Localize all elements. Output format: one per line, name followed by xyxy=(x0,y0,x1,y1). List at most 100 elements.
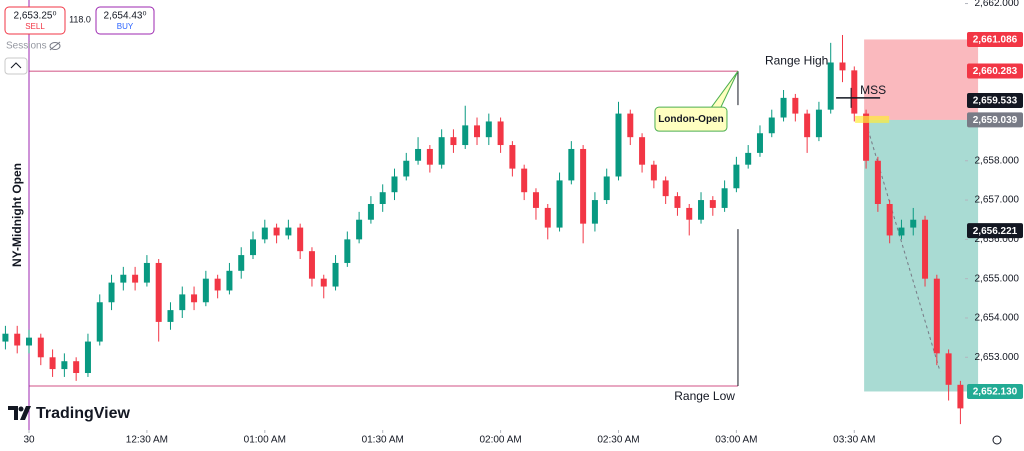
x-tick-label: 02:00 AM xyxy=(479,435,521,446)
candle-body xyxy=(698,200,705,220)
candle-body xyxy=(721,188,728,208)
candle-body xyxy=(874,160,881,204)
candle-body xyxy=(733,164,740,189)
brand: TradingView xyxy=(36,405,131,422)
candle-body xyxy=(132,274,139,283)
x-tick-label: 01:00 AM xyxy=(244,435,286,446)
candle-body xyxy=(344,239,351,263)
candle-body xyxy=(143,262,150,283)
buy-price: 2,654.43⁰ xyxy=(104,11,147,22)
candle-body xyxy=(922,219,929,279)
candle-body xyxy=(910,219,917,228)
candle-body xyxy=(827,62,834,110)
logo-dot xyxy=(18,406,24,412)
candle-body xyxy=(591,200,598,224)
candle-body xyxy=(214,278,221,291)
candle-body xyxy=(367,203,374,220)
y-tick-label: 2,653.000 xyxy=(975,352,1020,363)
sell-price: 2,653.25⁰ xyxy=(14,11,57,22)
candle-body xyxy=(886,203,893,236)
price-badge-label: 2,660.283 xyxy=(973,66,1018,77)
price-badge xyxy=(967,63,1023,79)
x-tick-label: 30 xyxy=(23,435,35,446)
candle-body xyxy=(580,148,587,224)
settings-icon[interactable] xyxy=(992,435,1002,445)
ny-open-label: NY-Midnight Open xyxy=(10,163,24,267)
candle-body xyxy=(96,302,103,342)
candle-body xyxy=(426,148,433,165)
buy-label: BUY xyxy=(117,22,134,31)
candle-body xyxy=(650,164,657,181)
y-tick-label: 2,654.000 xyxy=(975,313,1020,324)
candle-body xyxy=(250,239,257,256)
order-widget: 2,653.25⁰ SELL 118.0 2,654.43⁰ BUY Sessi… xyxy=(4,6,155,75)
price-badge xyxy=(967,112,1023,128)
collapse-button[interactable] xyxy=(4,57,28,75)
price-badge-label: 2,661.086 xyxy=(973,35,1018,46)
candle-body xyxy=(745,152,752,165)
candle-body xyxy=(202,278,209,303)
entry-marker xyxy=(855,115,890,123)
candle-body xyxy=(957,384,964,409)
candle-body xyxy=(2,333,9,342)
candle-body xyxy=(155,262,162,322)
candle-body xyxy=(332,262,339,287)
candle-body xyxy=(285,227,292,236)
candle-body xyxy=(84,341,91,374)
candle-body xyxy=(120,274,127,283)
sessions-label[interactable]: Sessions xyxy=(6,41,47,52)
candle-body xyxy=(568,148,575,181)
candle-body xyxy=(308,251,315,279)
candle-body xyxy=(415,148,422,161)
x-tick-label: 03:30 AM xyxy=(833,435,875,446)
candle-body xyxy=(509,145,516,169)
mss-label: MSS xyxy=(860,83,886,97)
candle-body xyxy=(780,97,787,118)
logo-mark xyxy=(8,406,31,420)
candle-body xyxy=(391,176,398,193)
callout-box xyxy=(654,106,728,132)
price-badge-label: 2,659.039 xyxy=(973,115,1018,126)
candle-body xyxy=(615,113,622,177)
y-tick-label: 2,658.000 xyxy=(975,155,1020,166)
candle-body xyxy=(532,192,539,208)
candle-body xyxy=(851,70,858,114)
candle-body xyxy=(273,227,280,236)
range-low-label: Range Low xyxy=(674,389,735,403)
candle-body xyxy=(297,227,304,252)
candle-body xyxy=(768,117,775,134)
candle-body xyxy=(603,176,610,201)
callout-pointer xyxy=(709,70,739,110)
sell-button[interactable] xyxy=(4,6,66,35)
chevron xyxy=(10,62,22,69)
price-badge xyxy=(967,383,1023,399)
candle-body xyxy=(485,121,492,138)
price-badge-label: 2,656.221 xyxy=(973,226,1018,237)
candle-body xyxy=(815,109,822,138)
y-tick-label: 2,662.000 xyxy=(975,0,1020,9)
candle-body xyxy=(462,125,469,146)
candle-body xyxy=(863,113,870,161)
candle-body xyxy=(674,196,681,208)
candle-body xyxy=(497,121,504,146)
candle-body xyxy=(238,255,245,271)
candle-body xyxy=(521,168,528,193)
candle-body xyxy=(26,337,33,346)
y-tick-label: 2,656.000 xyxy=(975,234,1020,245)
range-high-label: Range High xyxy=(765,53,828,67)
candle-body xyxy=(474,125,481,138)
price-badge-label: 2,659.533 xyxy=(973,96,1018,107)
price-badge xyxy=(967,93,1023,109)
candle-body xyxy=(179,294,186,311)
y-tick-label: 2,657.000 xyxy=(975,195,1020,206)
candle-body xyxy=(108,282,115,303)
x-tick-label: 12:30 AM xyxy=(126,435,168,446)
candle-body xyxy=(379,192,386,204)
eye-icon[interactable] xyxy=(49,42,61,50)
target-zone xyxy=(864,119,979,392)
buy-button[interactable] xyxy=(95,6,155,35)
candle-body xyxy=(61,361,68,370)
london-open-label: London-Open xyxy=(658,114,724,125)
candle-body xyxy=(14,333,21,346)
